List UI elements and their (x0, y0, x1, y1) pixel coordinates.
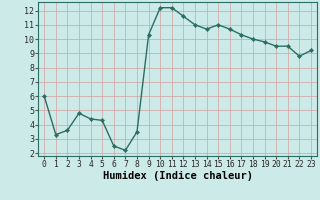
X-axis label: Humidex (Indice chaleur): Humidex (Indice chaleur) (103, 171, 252, 181)
